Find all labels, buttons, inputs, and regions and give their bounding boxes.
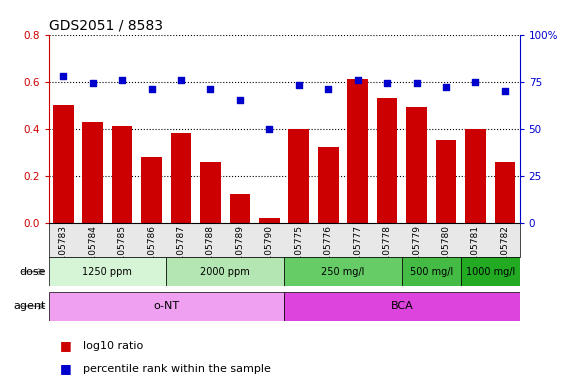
Bar bbox=[141, 157, 162, 223]
Point bbox=[59, 73, 68, 79]
Text: percentile rank within the sample: percentile rank within the sample bbox=[83, 364, 271, 374]
Text: 1000 mg/l: 1000 mg/l bbox=[465, 266, 515, 277]
Bar bbox=[465, 129, 486, 223]
Bar bbox=[347, 79, 368, 223]
Text: GDS2051 / 8583: GDS2051 / 8583 bbox=[49, 18, 163, 32]
Bar bbox=[112, 126, 132, 223]
Point bbox=[147, 86, 156, 92]
Point bbox=[265, 126, 274, 132]
Bar bbox=[461, 257, 520, 286]
Point bbox=[294, 82, 303, 88]
Text: agent: agent bbox=[13, 301, 46, 311]
Bar bbox=[402, 257, 461, 286]
Text: 1250 ppm: 1250 ppm bbox=[82, 266, 132, 277]
Bar bbox=[377, 98, 397, 223]
Bar bbox=[166, 257, 284, 286]
Point bbox=[235, 98, 244, 104]
Text: 2000 ppm: 2000 ppm bbox=[200, 266, 250, 277]
Point bbox=[412, 80, 421, 86]
Point bbox=[353, 77, 362, 83]
Point bbox=[88, 80, 97, 86]
Text: o-NT: o-NT bbox=[153, 301, 179, 311]
Text: ■: ■ bbox=[60, 339, 72, 352]
Bar bbox=[318, 147, 339, 223]
Bar bbox=[284, 292, 520, 321]
Point bbox=[500, 88, 509, 94]
Bar bbox=[259, 218, 280, 223]
Point bbox=[206, 86, 215, 92]
Point bbox=[383, 80, 392, 86]
Text: 500 mg/l: 500 mg/l bbox=[409, 266, 453, 277]
Point bbox=[324, 86, 333, 92]
Point bbox=[118, 77, 127, 83]
Text: dose: dose bbox=[19, 266, 46, 277]
Point bbox=[176, 77, 186, 83]
Point bbox=[471, 79, 480, 85]
Bar bbox=[284, 257, 402, 286]
Bar bbox=[49, 292, 284, 321]
Bar bbox=[171, 133, 191, 223]
Bar bbox=[53, 105, 74, 223]
Bar bbox=[436, 141, 456, 223]
Bar bbox=[82, 122, 103, 223]
Point bbox=[441, 84, 451, 90]
Text: 250 mg/l: 250 mg/l bbox=[321, 266, 365, 277]
Bar bbox=[406, 108, 427, 223]
Bar bbox=[200, 162, 221, 223]
Bar bbox=[230, 195, 250, 223]
Text: ■: ■ bbox=[60, 362, 72, 375]
Text: log10 ratio: log10 ratio bbox=[83, 341, 143, 351]
Bar bbox=[288, 129, 309, 223]
Text: BCA: BCA bbox=[391, 301, 413, 311]
Bar bbox=[494, 162, 515, 223]
Bar bbox=[49, 257, 166, 286]
